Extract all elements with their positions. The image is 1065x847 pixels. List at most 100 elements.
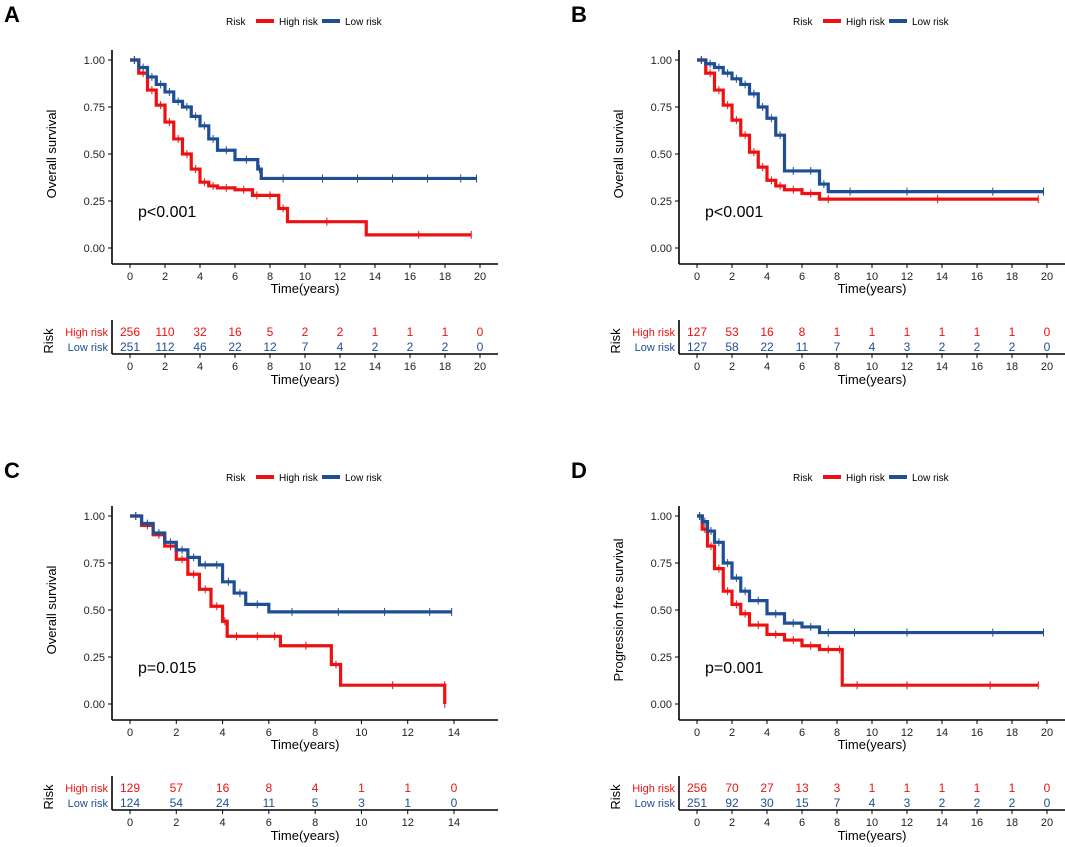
y-tick-label: 0.00 — [84, 243, 105, 255]
risk-count-high: 1 — [404, 781, 411, 795]
risk-x-tick-label: 4 — [220, 817, 226, 829]
risk-count-high: 1 — [869, 325, 876, 339]
risk-x-tick-label: 14 — [936, 361, 948, 373]
risk-x-tick-label: 18 — [439, 361, 451, 373]
risk-count-low: 3 — [358, 796, 365, 810]
x-tick-label: 8 — [834, 271, 840, 283]
risk-count-low: 58 — [725, 340, 739, 354]
x-tick-label: 10 — [866, 271, 878, 283]
risk-row-label-low: Low risk — [635, 798, 676, 810]
risk-count-low: 0 — [477, 340, 484, 354]
risk-count-low: 15 — [795, 796, 809, 810]
y-axis-title: Overall survival — [611, 109, 626, 198]
y-tick-label: 1.00 — [651, 511, 672, 523]
risk-count-low: 2 — [372, 340, 379, 354]
legend-title: Risk — [793, 473, 813, 484]
risk-x-tick-label: 16 — [971, 817, 983, 829]
x-tick-label: 2 — [173, 727, 179, 739]
risk-x-tick-label: 10 — [866, 817, 878, 829]
risk-x-tick-label: 12 — [901, 361, 913, 373]
risk-x-tick-label: 6 — [232, 361, 238, 373]
legend: Risk High risk Low risk — [793, 473, 950, 484]
risk-row-label-high: High risk — [632, 783, 675, 795]
risk-count-low: 127 — [687, 340, 707, 354]
x-tick-label: 18 — [1006, 271, 1018, 283]
risk-count-high: 0 — [477, 325, 484, 339]
x-tick-label: 6 — [799, 727, 805, 739]
risk-count-high: 0 — [451, 781, 458, 795]
risk-count-low: 124 — [120, 796, 140, 810]
risk-x-tick-label: 6 — [799, 361, 805, 373]
risk-x-tick-label: 18 — [1006, 361, 1018, 373]
risk-x-tick-label: 8 — [312, 817, 318, 829]
risk-count-high: 1 — [358, 781, 365, 795]
risk-x-tick-label: 2 — [729, 817, 735, 829]
x-tick-label: 10 — [866, 727, 878, 739]
risk-count-high: 127 — [687, 325, 707, 339]
risk-count-high: 3 — [834, 781, 841, 795]
risk-count-high: 57 — [170, 781, 184, 795]
risk-x-axis-title: Time(years) — [838, 372, 907, 387]
risk-count-low: 0 — [1044, 340, 1051, 354]
risk-table-title: Risk — [608, 784, 623, 810]
legend-high-label: High risk — [279, 17, 319, 28]
risk-x-tick-label: 0 — [127, 817, 133, 829]
x-tick-label: 12 — [334, 271, 346, 283]
x-tick-label: 12 — [901, 271, 913, 283]
risk-count-high: 53 — [725, 325, 739, 339]
risk-count-low: 11 — [796, 340, 809, 354]
risk-count-high: 1 — [834, 325, 841, 339]
x-tick-label: 16 — [971, 727, 983, 739]
risk-count-high: 1 — [372, 325, 379, 339]
panel-letter: D — [571, 458, 587, 483]
risk-x-tick-label: 18 — [1006, 817, 1018, 829]
x-tick-label: 14 — [936, 271, 948, 283]
risk-count-high: 13 — [795, 781, 809, 795]
risk-count-high: 4 — [312, 781, 319, 795]
risk-count-low: 30 — [760, 796, 774, 810]
risk-count-low: 22 — [228, 340, 242, 354]
panel-B: B Risk High risk Low risk 0.00 0.25 0.50 0.75 1.… — [571, 2, 1065, 387]
risk-table-title: Risk — [41, 784, 56, 810]
risk-count-low: 251 — [120, 340, 140, 354]
risk-count-low: 4 — [869, 340, 876, 354]
x-tick-label: 4 — [764, 271, 770, 283]
x-tick-label: 6 — [799, 271, 805, 283]
legend-high-label: High risk — [279, 473, 319, 484]
risk-count-high: 1 — [974, 781, 981, 795]
p-value: p<0.001 — [705, 204, 763, 221]
x-tick-label: 20 — [1041, 271, 1053, 283]
x-tick-label: 6 — [232, 271, 238, 283]
panel-letter: C — [4, 458, 20, 483]
x-tick-label: 14 — [369, 271, 381, 283]
legend-title: Risk — [226, 473, 246, 484]
y-tick-label: 0.75 — [84, 558, 105, 570]
risk-count-low: 2 — [1009, 796, 1016, 810]
risk-x-tick-label: 2 — [162, 361, 168, 373]
x-tick-label: 10 — [299, 271, 311, 283]
risk-count-high: 0 — [1044, 325, 1051, 339]
x-tick-label: 8 — [267, 271, 273, 283]
y-tick-label: 0.75 — [84, 102, 105, 114]
risk-count-high: 16 — [216, 781, 230, 795]
panel-C: C Risk High risk Low risk 0.00 0.25 0.50 0.75 1.… — [4, 458, 498, 843]
risk-count-high: 1 — [904, 325, 911, 339]
risk-count-high: 1 — [939, 781, 946, 795]
risk-x-tick-label: 12 — [901, 817, 913, 829]
risk-x-tick-label: 20 — [1041, 817, 1053, 829]
x-tick-label: 0 — [127, 727, 133, 739]
p-value: p<0.001 — [138, 204, 196, 221]
y-tick-label: 0.25 — [84, 196, 105, 208]
risk-x-tick-label: 2 — [173, 817, 179, 829]
y-tick-label: 0.00 — [651, 699, 672, 711]
risk-x-tick-label: 14 — [369, 361, 381, 373]
x-tick-label: 2 — [729, 271, 735, 283]
x-tick-label: 10 — [355, 727, 367, 739]
risk-table-title: Risk — [41, 328, 56, 354]
km-curve-low-risk — [697, 514, 1044, 635]
risk-count-low: 2 — [939, 796, 946, 810]
x-tick-label: 4 — [764, 727, 770, 739]
x-axis-title: Time(years) — [271, 281, 340, 296]
